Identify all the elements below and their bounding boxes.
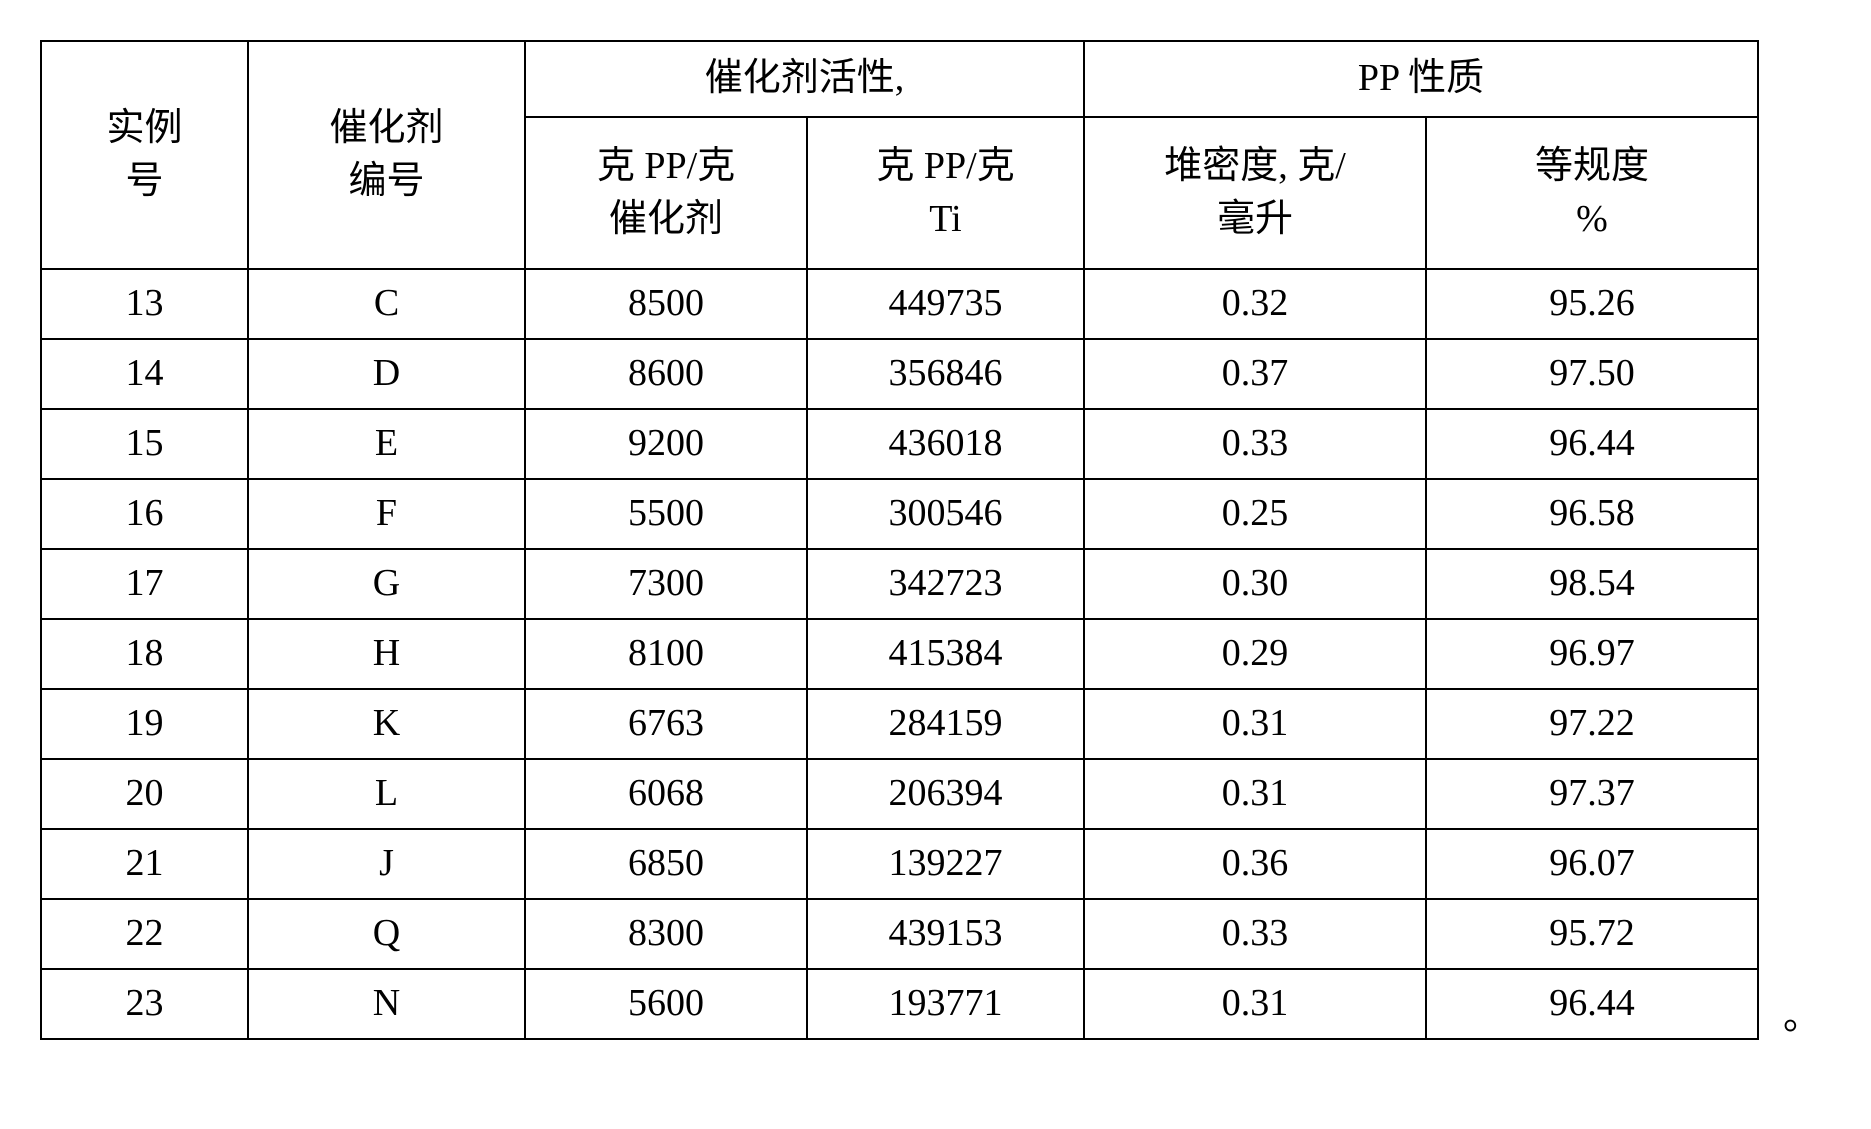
table-cell-example: 19: [41, 689, 248, 759]
table-cell-g_cat: 9200: [525, 409, 807, 479]
table-cell-g_cat: 8600: [525, 339, 807, 409]
table-cell-catalyst: C: [248, 269, 525, 339]
table-cell-g_ti: 436018: [807, 409, 1084, 479]
table-cell-example: 17: [41, 549, 248, 619]
table-cell-g_cat: 8500: [525, 269, 807, 339]
table-cell-example: 20: [41, 759, 248, 829]
table-cell-example: 18: [41, 619, 248, 689]
table-cell-density: 0.32: [1084, 269, 1426, 339]
table-wrapper: 实例号 催化剂编号 催化剂活性, PP 性质 克 PP/克催化剂 克 PP/克T…: [40, 40, 1831, 1040]
table-row: 22Q83004391530.3395.72: [41, 899, 1758, 969]
table-cell-g_ti: 439153: [807, 899, 1084, 969]
table-row: 16F55003005460.2596.58: [41, 479, 1758, 549]
header-g-pp-per-g-ti: 克 PP/克Ti: [807, 117, 1084, 269]
table-row: 20L60682063940.3197.37: [41, 759, 1758, 829]
table-cell-iso: 96.44: [1426, 409, 1758, 479]
table-cell-density: 0.37: [1084, 339, 1426, 409]
header-catalyst-no: 催化剂编号: [248, 41, 525, 269]
table-cell-example: 13: [41, 269, 248, 339]
table-row: 17G73003427230.3098.54: [41, 549, 1758, 619]
table-cell-g_cat: 6763: [525, 689, 807, 759]
table-cell-density: 0.33: [1084, 899, 1426, 969]
table-cell-density: 0.36: [1084, 829, 1426, 899]
table-cell-iso: 95.26: [1426, 269, 1758, 339]
table-cell-example: 16: [41, 479, 248, 549]
table-row: 21J68501392270.3696.07: [41, 829, 1758, 899]
table-cell-density: 0.31: [1084, 969, 1426, 1039]
table-cell-example: 22: [41, 899, 248, 969]
catalyst-table: 实例号 催化剂编号 催化剂活性, PP 性质 克 PP/克催化剂 克 PP/克T…: [40, 40, 1759, 1040]
table-cell-iso: 97.50: [1426, 339, 1758, 409]
table-body: 13C85004497350.3295.2614D86003568460.379…: [41, 269, 1758, 1039]
table-cell-g_cat: 8300: [525, 899, 807, 969]
header-isotacticity: 等规度%: [1426, 117, 1758, 269]
table-cell-g_ti: 206394: [807, 759, 1084, 829]
table-cell-g_cat: 5500: [525, 479, 807, 549]
table-cell-density: 0.31: [1084, 759, 1426, 829]
table-cell-density: 0.30: [1084, 549, 1426, 619]
table-cell-g_ti: 284159: [807, 689, 1084, 759]
table-cell-g_ti: 342723: [807, 549, 1084, 619]
table-header: 实例号 催化剂编号 催化剂活性, PP 性质 克 PP/克催化剂 克 PP/克T…: [41, 41, 1758, 269]
table-cell-g_cat: 7300: [525, 549, 807, 619]
table-cell-g_ti: 193771: [807, 969, 1084, 1039]
table-cell-catalyst: L: [248, 759, 525, 829]
header-row-1: 实例号 催化剂编号 催化剂活性, PP 性质: [41, 41, 1758, 117]
table-cell-catalyst: J: [248, 829, 525, 899]
table-cell-catalyst: Q: [248, 899, 525, 969]
table-cell-iso: 97.22: [1426, 689, 1758, 759]
trailing-period: 。: [1783, 985, 1821, 1040]
table-row: 14D86003568460.3797.50: [41, 339, 1758, 409]
table-row: 13C85004497350.3295.26: [41, 269, 1758, 339]
header-bulk-density: 堆密度, 克/毫升: [1084, 117, 1426, 269]
table-cell-g_cat: 5600: [525, 969, 807, 1039]
table-row: 19K67632841590.3197.22: [41, 689, 1758, 759]
table-row: 15E92004360180.3396.44: [41, 409, 1758, 479]
table-cell-g_cat: 8100: [525, 619, 807, 689]
table-cell-example: 23: [41, 969, 248, 1039]
header-g-pp-per-g-catalyst: 克 PP/克催化剂: [525, 117, 807, 269]
table-cell-example: 14: [41, 339, 248, 409]
table-cell-density: 0.33: [1084, 409, 1426, 479]
table-cell-catalyst: F: [248, 479, 525, 549]
header-pp-props-group: PP 性质: [1084, 41, 1758, 117]
table-row: 18H81004153840.2996.97: [41, 619, 1758, 689]
table-cell-catalyst: H: [248, 619, 525, 689]
table-cell-iso: 96.58: [1426, 479, 1758, 549]
table-cell-iso: 96.44: [1426, 969, 1758, 1039]
table-cell-g_ti: 356846: [807, 339, 1084, 409]
table-cell-catalyst: E: [248, 409, 525, 479]
table-cell-iso: 98.54: [1426, 549, 1758, 619]
table-cell-g_ti: 449735: [807, 269, 1084, 339]
header-example-no: 实例号: [41, 41, 248, 269]
header-catalyst-activity-group: 催化剂活性,: [525, 41, 1084, 117]
table-cell-density: 0.31: [1084, 689, 1426, 759]
table-cell-g_cat: 6850: [525, 829, 807, 899]
table-cell-density: 0.29: [1084, 619, 1426, 689]
table-cell-catalyst: D: [248, 339, 525, 409]
table-cell-g_ti: 415384: [807, 619, 1084, 689]
table-cell-example: 21: [41, 829, 248, 899]
table-cell-iso: 95.72: [1426, 899, 1758, 969]
table-cell-g_ti: 300546: [807, 479, 1084, 549]
table-cell-iso: 97.37: [1426, 759, 1758, 829]
table-cell-catalyst: N: [248, 969, 525, 1039]
table-cell-catalyst: K: [248, 689, 525, 759]
table-cell-example: 15: [41, 409, 248, 479]
table-cell-density: 0.25: [1084, 479, 1426, 549]
table-cell-g_cat: 6068: [525, 759, 807, 829]
table-cell-iso: 96.97: [1426, 619, 1758, 689]
table-cell-g_ti: 139227: [807, 829, 1084, 899]
table-cell-catalyst: G: [248, 549, 525, 619]
table-row: 23N56001937710.3196.44: [41, 969, 1758, 1039]
table-cell-iso: 96.07: [1426, 829, 1758, 899]
